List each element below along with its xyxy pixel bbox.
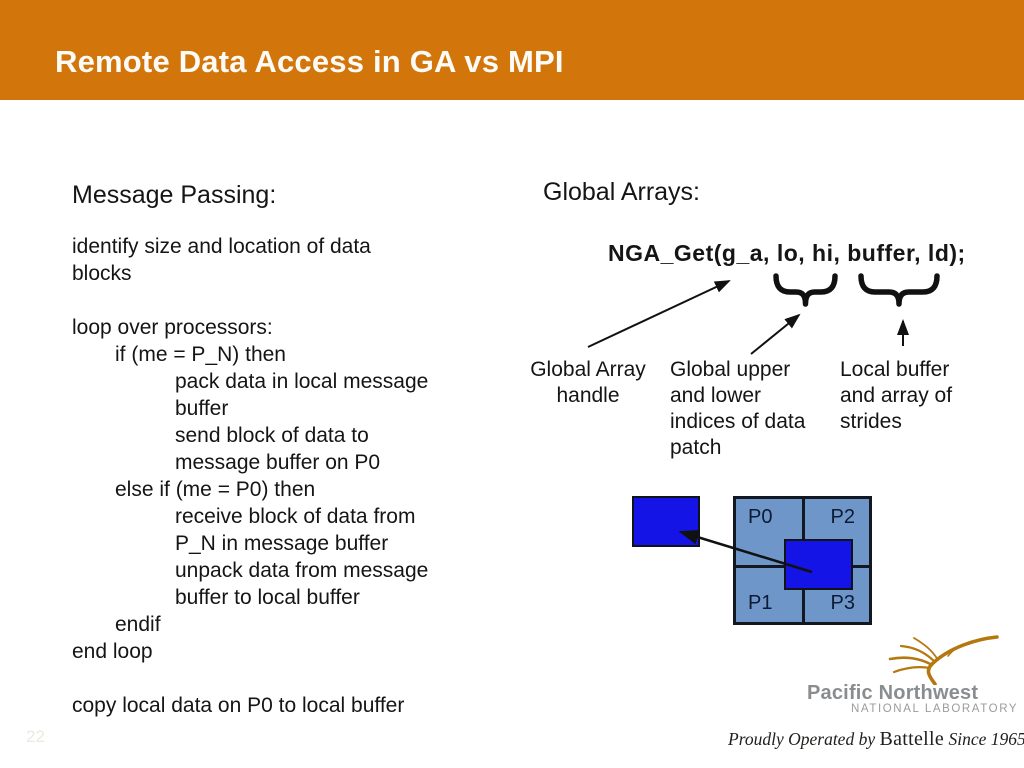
quadrant-label-p1: P1 xyxy=(748,592,773,614)
tagline-suffix: Since 1965 xyxy=(944,729,1024,749)
code-line: receive block of data from xyxy=(175,505,416,528)
code-line: buffer to local buffer xyxy=(175,586,360,609)
logo-pacific-northwest: Pacific Northwest xyxy=(807,682,979,704)
code-line: if (me = P_N) then xyxy=(115,343,286,366)
arrow-indices-to-brace xyxy=(750,313,801,355)
code-line: P_N in message buffer xyxy=(175,532,389,555)
underbrace-lo-hi xyxy=(773,273,838,307)
pnnl-branch-icon xyxy=(888,635,999,685)
tagline-battelle: Battelle xyxy=(879,728,945,750)
code-line: end loop xyxy=(72,640,153,663)
message-passing-heading: Message Passing: xyxy=(72,181,277,209)
code-line: identify size and location of data xyxy=(72,235,371,258)
arrow-handle-to-ga xyxy=(587,280,731,348)
code-line xyxy=(72,287,502,314)
label-local-buffer-strides: Local buffer and array of strides xyxy=(840,358,953,433)
code-line: pack data in local message xyxy=(175,370,429,393)
label-global-array-handle: Global Array handle xyxy=(530,358,646,407)
quadrant-label-p2: P2 xyxy=(830,506,855,528)
tagline-prefix: Proudly Operated by xyxy=(728,729,880,749)
code-line: send block of data to xyxy=(175,424,369,447)
local-buffer-box xyxy=(632,496,700,547)
code-line: copy local data on P0 to local buffer xyxy=(72,694,405,717)
message-passing-code: identify size and location of data block… xyxy=(72,233,502,719)
nga-get-call: NGA_Get(g_a, lo, hi, buffer, ld); xyxy=(608,240,966,266)
slide-title: Remote Data Access in GA vs MPI xyxy=(55,44,564,79)
code-line: unpack data from message xyxy=(175,559,429,582)
global-arrays-heading: Global Arrays: xyxy=(543,178,701,206)
battelle-tagline: Proudly Operated by Battelle Since 1965 xyxy=(728,728,1024,751)
code-line: buffer xyxy=(175,397,229,420)
quadrant-label-p0: P0 xyxy=(748,506,773,528)
logo-national-laboratory: NATIONAL LABORATORY xyxy=(851,703,1019,715)
code-line: endif xyxy=(115,613,161,636)
title-bar: Remote Data Access in GA vs MPI xyxy=(0,0,1024,100)
code-line: blocks xyxy=(72,262,132,285)
underbrace-buffer-ld xyxy=(858,273,940,307)
page-number: 22 xyxy=(26,727,45,746)
quadrant-label-p3: P3 xyxy=(830,592,855,614)
data-patch-box xyxy=(784,539,853,590)
code-line: message buffer on P0 xyxy=(175,451,381,474)
code-line: loop over processors: xyxy=(72,316,273,339)
code-line: else if (me = P0) then xyxy=(115,478,316,501)
code-line xyxy=(72,665,502,692)
label-indices-of-data-patch: Global upper and lower indices of data p… xyxy=(670,358,806,459)
